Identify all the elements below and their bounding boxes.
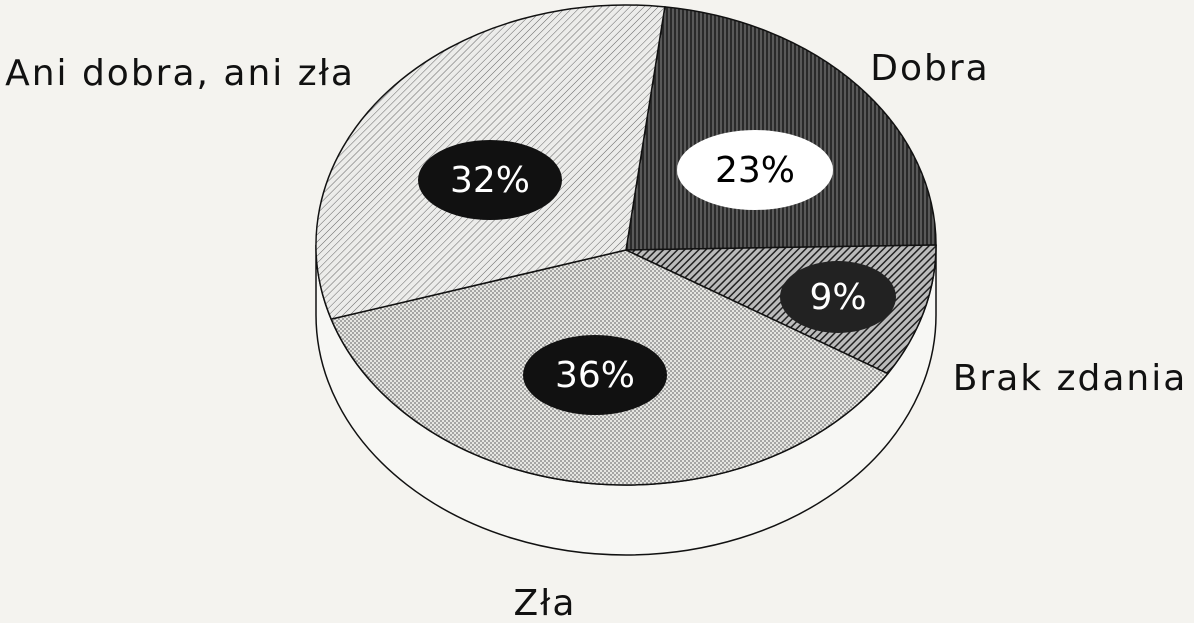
pie-slice [625, 6, 937, 251]
category-label: Dobra [870, 48, 989, 89]
value-label: 9% [809, 277, 866, 318]
value-badge [523, 335, 667, 415]
value-badge [677, 130, 833, 210]
category-label: Ani dobra, ani zła [5, 53, 355, 94]
value-label: 36% [555, 355, 635, 396]
value-badge [780, 261, 896, 333]
category-label: Zła [514, 583, 577, 623]
value-label: 23% [715, 150, 795, 191]
value-label: 32% [450, 160, 530, 201]
pie: 23% Dobra 9% Brak zdania 36% Zła 32% Ani dobra,… [5, 4, 1188, 623]
category-label: Brak zdania [953, 358, 1188, 399]
value-badge [418, 140, 562, 220]
